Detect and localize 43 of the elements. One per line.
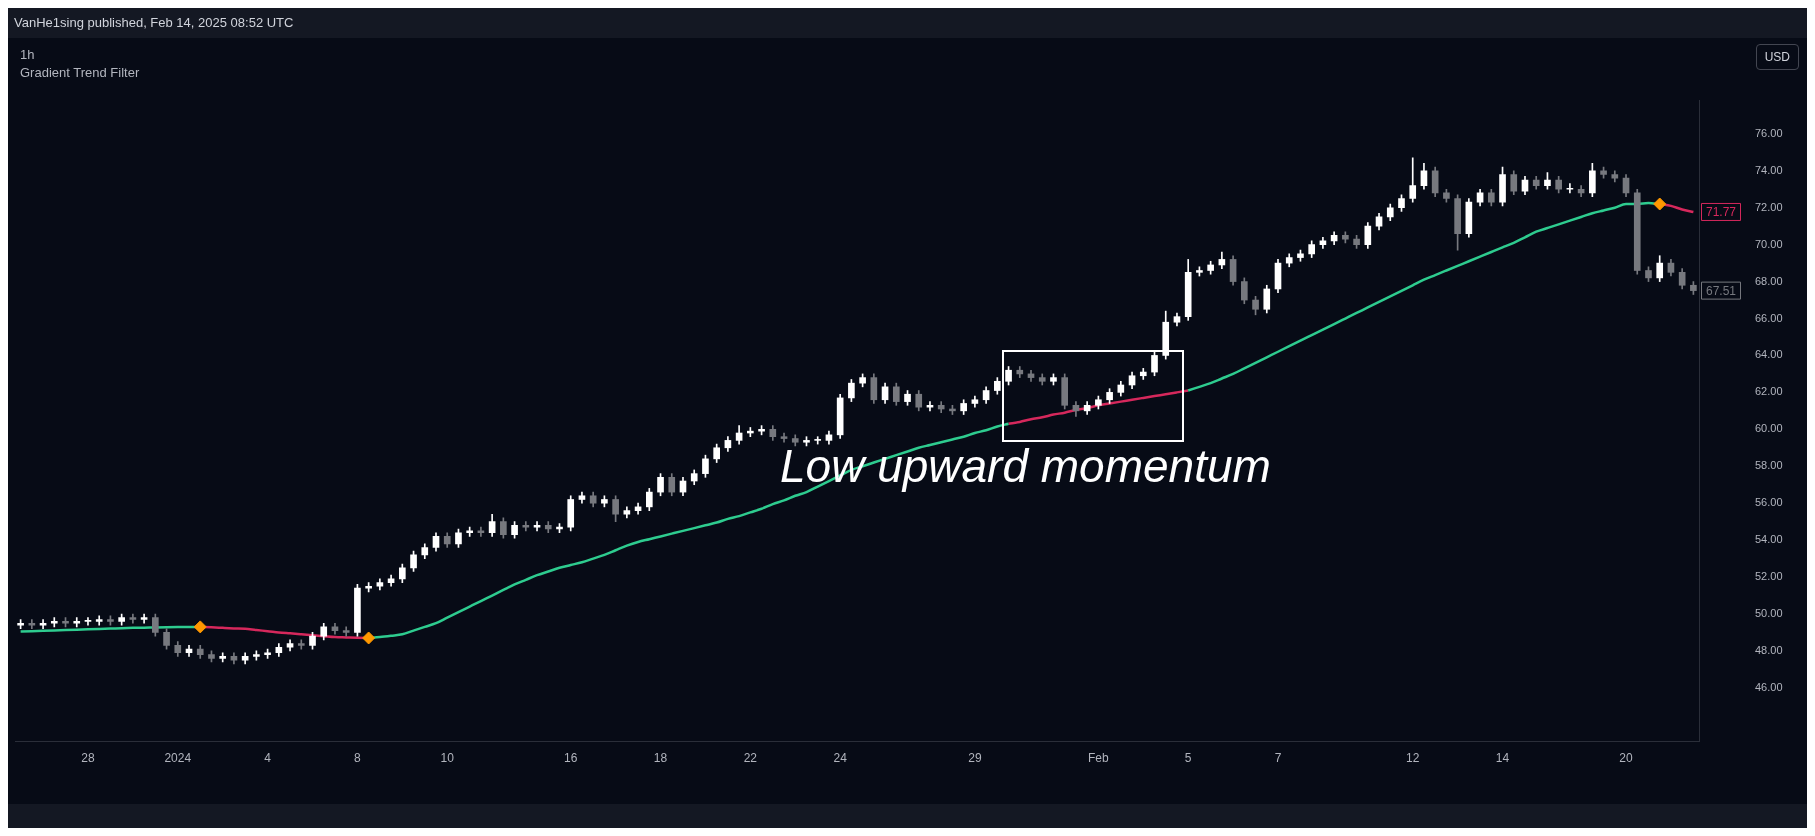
x-tick-label: 5 [1184,750,1192,765]
x-tick-label: 7 [1274,750,1282,765]
x-tick-label: 28 [81,750,95,765]
y-tick-label: 64.00 [1755,348,1783,361]
x-tick-label: 12 [1406,750,1420,765]
annotation: Low upward momentum [779,439,1271,492]
x-tick-label: 22 [743,750,758,765]
y-tick-label: 68.00 [1755,274,1783,287]
chart-subtitle: 1h [20,46,36,64]
candlestick [814,436,822,445]
y-tick-label: 60.00 [1755,422,1783,435]
y-tick-label: 74.00 [1755,163,1783,176]
x-tick-label: 14 [1495,750,1510,765]
x-tick-label: 2024 [164,750,192,765]
y-tick-label: 48.00 [1755,643,1783,656]
x-tick-label: 8 [354,750,362,765]
y-axis-title: USD [1755,44,1799,70]
chart-title: VanHe1sing published, Feb 14, 2025 08:52 UTC [13,14,295,32]
y-tick-label: 58.00 [1755,459,1783,472]
x-tick-label: 18 [653,750,668,765]
data-label: 71.77 [1706,205,1737,220]
point [1653,197,1667,211]
y-tick-label: 72.00 [1755,200,1783,213]
x-tick-label: 24 [833,750,848,765]
x-tick-label: 20 [1619,750,1634,765]
x-tick-label: 29 [968,750,982,765]
x-tick-label: Feb [1088,750,1110,765]
y-tick-label: 54.00 [1755,533,1783,546]
text: 67.51 [1706,283,1737,298]
y-tick-label: 56.00 [1755,496,1783,509]
text: Gradient Trend Filter [20,64,140,82]
point [193,620,207,634]
y-tick-label: 66.00 [1755,311,1783,324]
x-tick-label: 10 [440,750,455,765]
y-tick-label: 50.00 [1755,607,1783,620]
y-tick-label: 46.00 [1755,680,1783,693]
point [362,631,376,645]
y-tick-label: 62.00 [1755,385,1783,398]
x-tick-label: 4 [264,750,272,765]
y-tick-label: 76.00 [1755,126,1783,139]
x-tick-label: 16 [564,750,578,765]
y-tick-label: 52.00 [1755,570,1783,583]
y-tick-label: 70.00 [1755,237,1783,250]
